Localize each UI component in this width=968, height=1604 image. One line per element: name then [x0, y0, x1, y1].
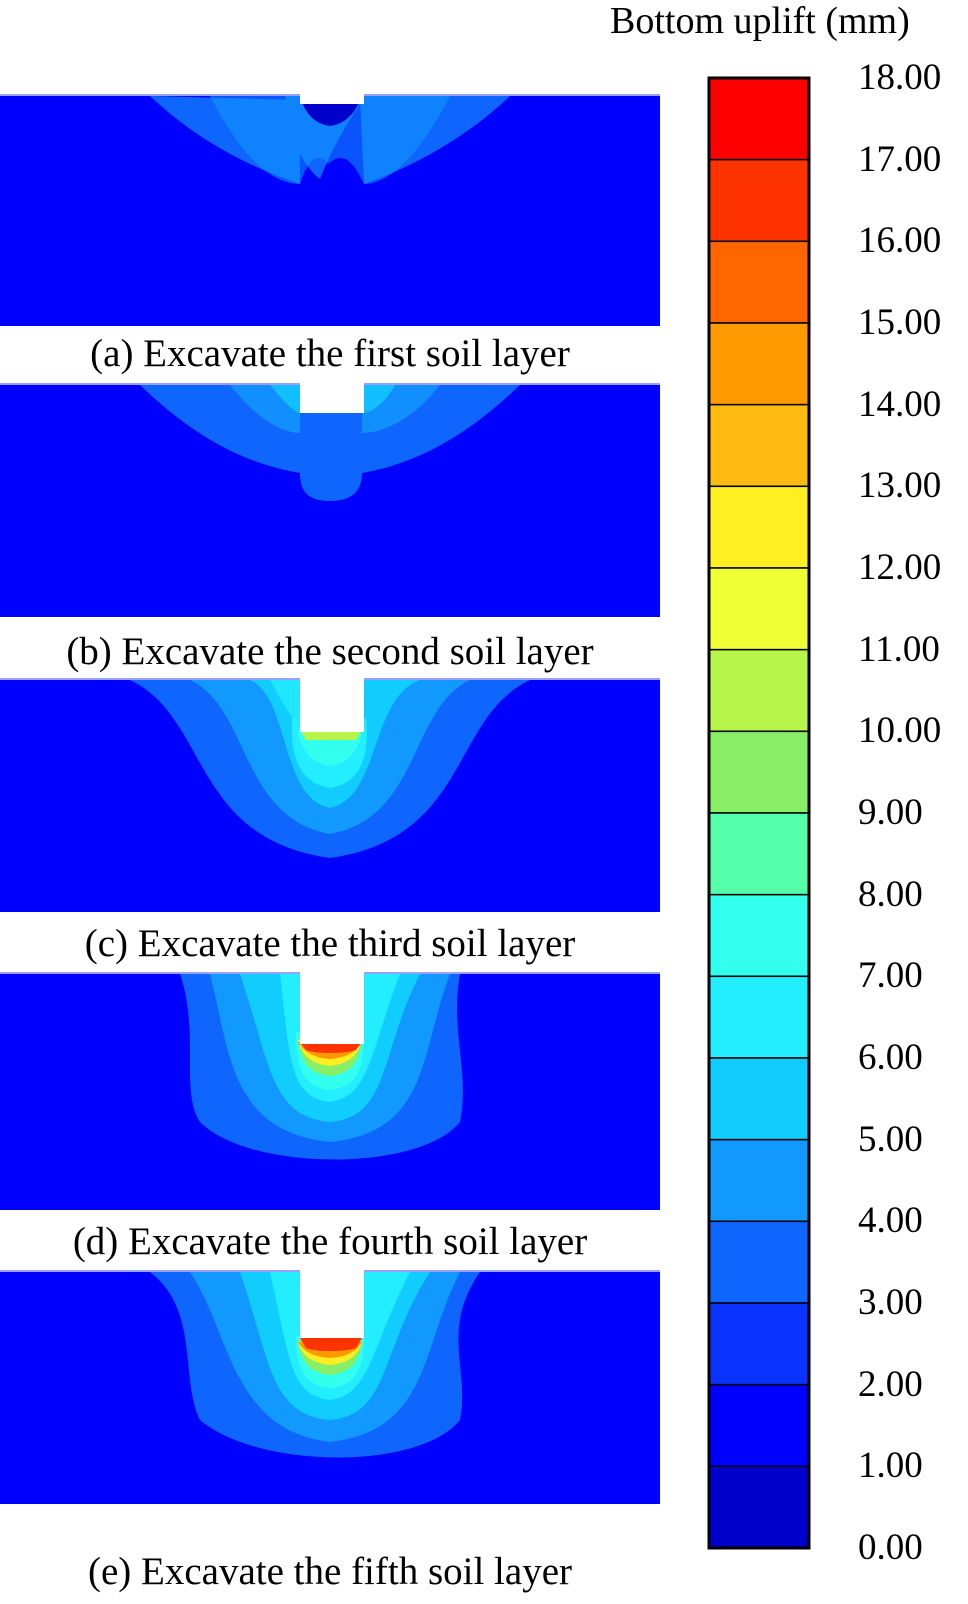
colorbar-band	[708, 1138, 810, 1223]
colorbar-tick-label: 10.00	[858, 710, 942, 752]
colorbar-tick-label: 8.00	[858, 873, 923, 915]
colorbar-tick-label: 0.00	[858, 1527, 923, 1568]
colorbar-band	[708, 567, 810, 651]
contour-panel-d	[0, 972, 660, 1210]
colorbar-band	[708, 812, 810, 896]
colorbar-tick-label: 6.00	[858, 1037, 923, 1078]
colorbar-band	[708, 1057, 810, 1141]
colorbar-band	[708, 730, 810, 814]
colorbar-tick-label: 9.00	[858, 792, 923, 833]
colorbar-tick-label: 1.00	[858, 1445, 923, 1487]
caption-b: (b) Excavate the second soil layer	[66, 630, 594, 673]
contour-panel-e	[0, 1270, 660, 1504]
colorbar-band	[708, 975, 810, 1059]
colorbar-tick-label: 2.00	[858, 1363, 923, 1405]
caption-e: (e) Excavate the fifth soil layer	[87, 1550, 572, 1593]
colorbar-tick-label: 5.00	[858, 1118, 923, 1160]
colorbar-frame	[707, 76, 811, 1550]
colorbar-band	[708, 1302, 810, 1386]
colorbar-band	[708, 77, 810, 161]
colorbar-band	[708, 322, 810, 406]
colorbar-band	[708, 1465, 810, 1549]
colorbar-band	[708, 485, 810, 569]
colorbar-tick-label: 15.00	[858, 302, 942, 343]
colorbar-tick-label: 17.00	[858, 138, 942, 180]
contour-panel-a	[0, 94, 660, 326]
colorbar-tick-label: 13.00	[858, 465, 942, 507]
caption-d: (d) Excavate the fourth soil layer	[72, 1220, 588, 1263]
colorbar-band	[708, 1383, 810, 1468]
colorbar-tick-label: 12.00	[858, 547, 942, 588]
colorbar-band	[708, 240, 810, 324]
colorbar-tick-label: 14.00	[858, 383, 942, 425]
colorbar-band	[708, 893, 810, 978]
colorbar-band	[708, 158, 810, 243]
colorbar-tick-label: 16.00	[858, 220, 942, 262]
caption-c: (c) Excavate the third soil layer	[84, 922, 576, 965]
colorbar-tick-label: 18.00	[858, 57, 942, 98]
colorbar-band	[708, 1220, 810, 1304]
caption-a: (a) Excavate the first soil layer	[90, 332, 570, 375]
contour-panel-b	[0, 383, 660, 617]
colorbar-tick-label: 7.00	[858, 955, 923, 997]
colorbar-tick-label: 3.00	[858, 1282, 923, 1323]
colorbar-tick-label: 4.00	[858, 1200, 923, 1242]
colorbar-band	[708, 403, 810, 488]
legend-title: Bottom uplift (mm)	[610, 0, 910, 42]
colorbar-band	[708, 648, 810, 733]
contour-panel-c	[0, 678, 660, 912]
colorbar-tick-label: 11.00	[858, 628, 940, 670]
